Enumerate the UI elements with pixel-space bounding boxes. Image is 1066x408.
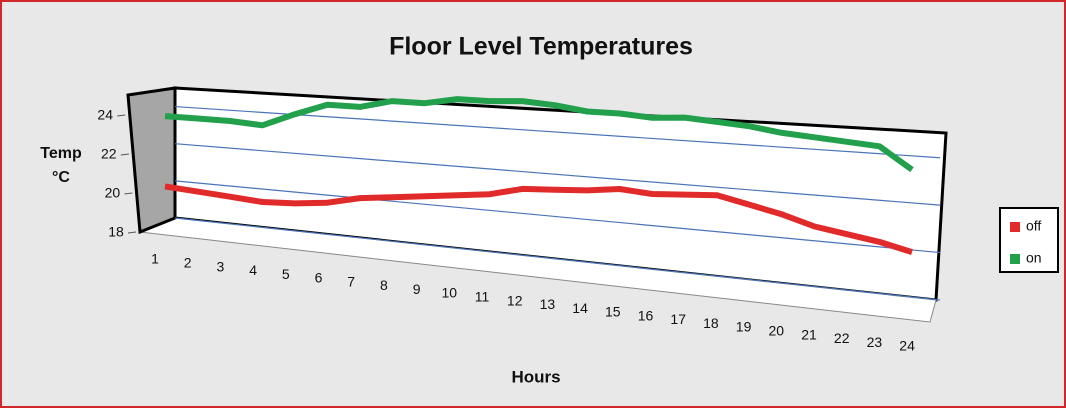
x-axis-label: Hours — [511, 367, 560, 386]
x-tick-label: 8 — [380, 277, 388, 293]
grid-line — [174, 217, 941, 301]
y-tick-label: 22 — [101, 146, 117, 162]
series-line — [164, 183, 913, 255]
legend-label: off — [1026, 218, 1041, 234]
y-tick — [120, 153, 129, 156]
x-tick-label: 23 — [867, 334, 883, 350]
x-tick-label: 5 — [282, 266, 290, 282]
x-tick-label: 4 — [249, 262, 257, 278]
x-tick-label: 19 — [736, 319, 752, 335]
legend-box — [999, 207, 1059, 273]
x-tick-label: 20 — [769, 323, 785, 339]
y-tick — [124, 192, 133, 195]
x-tick-label: 24 — [899, 338, 915, 354]
x-tick-label: 9 — [413, 281, 421, 297]
series-line — [164, 96, 914, 173]
side-wall — [126, 86, 177, 235]
y-axis-label: Temp °C — [40, 145, 82, 186]
x-tick-label: 17 — [670, 311, 686, 327]
legend-swatch — [1010, 222, 1020, 232]
x-tick-label: 22 — [834, 330, 850, 346]
x-tick-label: 13 — [540, 296, 556, 312]
x-tick-label: 14 — [572, 300, 588, 316]
x-tick-label: 2 — [184, 254, 192, 270]
chart-title: Floor Level Temperatures — [389, 33, 693, 61]
x-tick-label: 10 — [442, 285, 458, 301]
x-tick-label: 15 — [605, 304, 621, 320]
y-tick-label: 24 — [97, 107, 113, 123]
x-tick-label: 7 — [347, 273, 355, 289]
x-tick-label: 18 — [703, 315, 719, 331]
x-tick-label: 11 — [475, 289, 490, 305]
y-tick-label: 18 — [108, 224, 124, 240]
legend-label: on — [1026, 250, 1042, 266]
y-tick — [117, 114, 126, 117]
x-tick-label: 3 — [217, 258, 225, 274]
x-tick-label: 21 — [801, 326, 817, 342]
grid-line — [174, 143, 941, 206]
grid-line — [174, 180, 941, 254]
y-tick-label: 20 — [105, 185, 121, 201]
x-tick-label: 16 — [638, 307, 654, 323]
y-tick — [127, 231, 137, 234]
x-tick-label: 12 — [507, 292, 523, 308]
x-tick-label: 1 — [151, 251, 159, 267]
legend — [999, 207, 1059, 273]
legend-swatch — [1010, 254, 1020, 264]
x-tick-label: 6 — [315, 270, 323, 286]
